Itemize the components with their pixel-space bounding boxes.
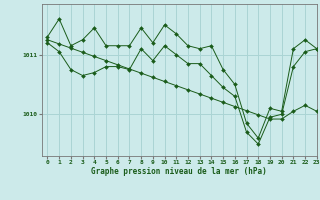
X-axis label: Graphe pression niveau de la mer (hPa): Graphe pression niveau de la mer (hPa) <box>91 167 267 176</box>
